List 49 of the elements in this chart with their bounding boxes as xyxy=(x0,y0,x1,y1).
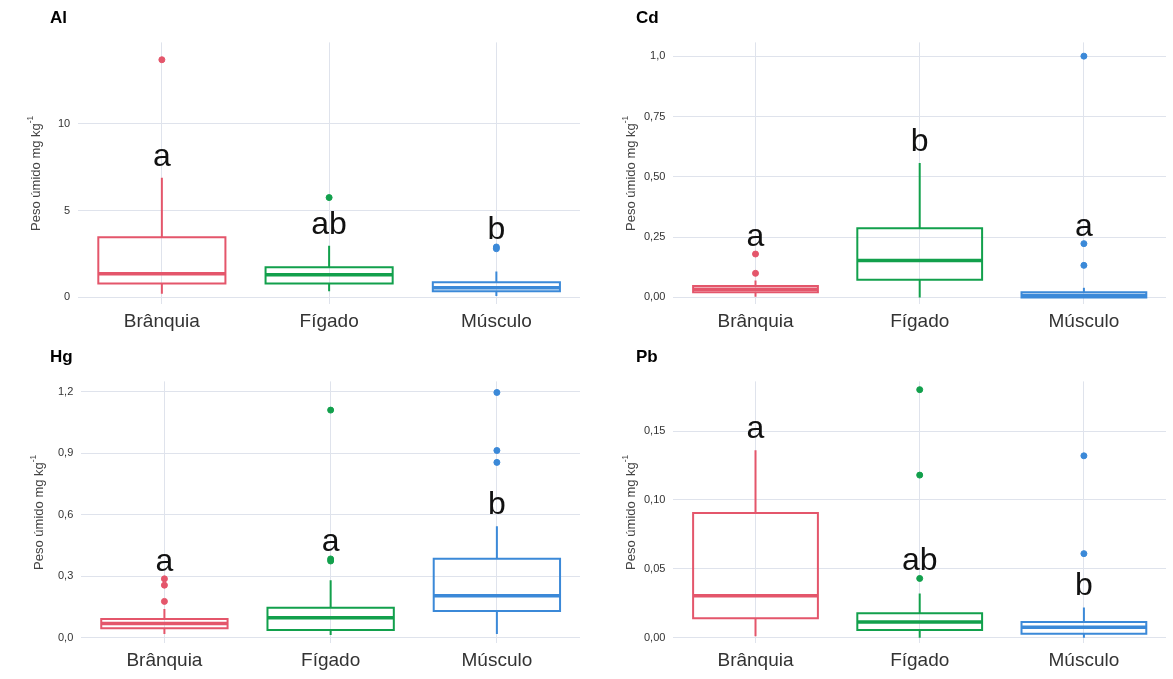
x-tick-label: Músculo xyxy=(461,309,532,331)
y-axis-title: Peso úmido mg kg-1 xyxy=(27,454,46,570)
y-tick-label: 1,2 xyxy=(57,384,74,397)
x-tick-label: Músculo xyxy=(1048,309,1120,331)
x-tick-label: Fígado xyxy=(299,309,359,331)
annotation: b xyxy=(487,209,506,246)
y-tick-label: 0,00 xyxy=(643,290,666,303)
x-tick-label: Fígado xyxy=(890,309,950,331)
y-tick-label: 10 xyxy=(57,116,71,129)
x-tick-label: Brânquia xyxy=(717,309,794,331)
annotation: a xyxy=(155,541,174,578)
chart-title: Cd xyxy=(636,7,659,27)
annotation: a xyxy=(1075,206,1093,243)
x-tick-label: Brânquia xyxy=(717,648,794,670)
chart-title: Hg xyxy=(50,346,73,366)
x-tick-label: Fígado xyxy=(890,648,950,670)
chart-title: Al xyxy=(50,7,67,27)
annotation: a xyxy=(746,409,765,446)
y-tick-label: 0,9 xyxy=(57,446,74,459)
y-tick-label: 0,6 xyxy=(57,507,74,520)
y-tick-label: 0,15 xyxy=(643,424,666,437)
y-tick-label: 0 xyxy=(64,290,71,303)
annotation: ab xyxy=(901,541,938,578)
x-tick-label: Brânquia xyxy=(126,648,203,670)
annotation: a xyxy=(321,521,340,558)
annotation: b xyxy=(910,122,929,159)
y-tick-label: 0,05 xyxy=(643,561,666,574)
chart-title: Pb xyxy=(636,346,658,366)
x-tick-label: Músculo xyxy=(1048,648,1120,670)
y-tick-label: 0,25 xyxy=(643,230,666,243)
x-tick-label: Músculo xyxy=(461,648,533,670)
y-tick-label: 0,75 xyxy=(643,109,666,122)
annotation: ab xyxy=(311,204,347,241)
x-tick-label: Brânquia xyxy=(123,309,201,331)
y-tick-label: 1,0 xyxy=(650,49,666,62)
y-tick-label: 0,10 xyxy=(643,492,666,505)
y-axis-title: Peso úmido mg kg-1 xyxy=(619,115,638,231)
annotation: a xyxy=(152,136,171,173)
annotation: b xyxy=(1075,566,1093,603)
y-tick-label: 0,50 xyxy=(643,169,666,182)
y-axis-title: Peso úmido mg kg-1 xyxy=(619,454,638,570)
y-tick-label: 5 xyxy=(64,203,71,216)
annotation: b xyxy=(487,485,506,522)
y-axis-title: Peso úmido mg kg-1 xyxy=(24,115,43,231)
x-tick-label: Fígado xyxy=(301,648,361,670)
y-tick-label: 0,0 xyxy=(57,630,74,643)
y-tick-label: 0,00 xyxy=(643,630,666,643)
annotation: a xyxy=(746,217,765,254)
y-tick-label: 0,3 xyxy=(57,569,74,582)
